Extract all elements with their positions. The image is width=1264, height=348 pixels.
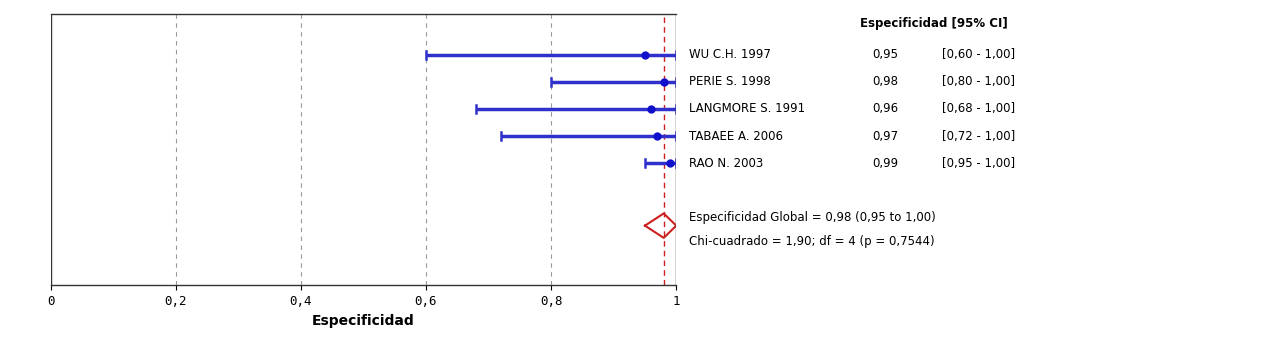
Text: [0,68 - 1,00]: [0,68 - 1,00] xyxy=(942,102,1015,116)
Text: Especificidad Global = 0,98 (0,95 to 1,00): Especificidad Global = 0,98 (0,95 to 1,0… xyxy=(689,211,935,224)
Text: 0,97: 0,97 xyxy=(872,129,899,143)
Text: PERIE S. 1998: PERIE S. 1998 xyxy=(689,75,771,88)
Text: LANGMORE S. 1991: LANGMORE S. 1991 xyxy=(689,102,805,116)
Text: [0,60 - 1,00]: [0,60 - 1,00] xyxy=(942,48,1015,61)
Text: 0,96: 0,96 xyxy=(872,102,899,116)
Text: [0,95 - 1,00]: [0,95 - 1,00] xyxy=(942,157,1015,170)
Text: RAO N. 2003: RAO N. 2003 xyxy=(689,157,763,170)
Text: 0,98: 0,98 xyxy=(872,75,899,88)
X-axis label: Especificidad: Especificidad xyxy=(312,314,415,327)
Text: 0,95: 0,95 xyxy=(872,48,899,61)
Text: WU C.H. 1997: WU C.H. 1997 xyxy=(689,48,771,61)
Text: Especificidad [95% CI]: Especificidad [95% CI] xyxy=(860,17,1007,30)
Text: 0,99: 0,99 xyxy=(872,157,899,170)
Text: [0,80 - 1,00]: [0,80 - 1,00] xyxy=(942,75,1015,88)
Text: Chi-cuadrado = 1,90; df = 4 (p = 0,7544): Chi-cuadrado = 1,90; df = 4 (p = 0,7544) xyxy=(689,236,934,248)
Text: [0,72 - 1,00]: [0,72 - 1,00] xyxy=(942,129,1015,143)
Text: TABAEE A. 2006: TABAEE A. 2006 xyxy=(689,129,782,143)
